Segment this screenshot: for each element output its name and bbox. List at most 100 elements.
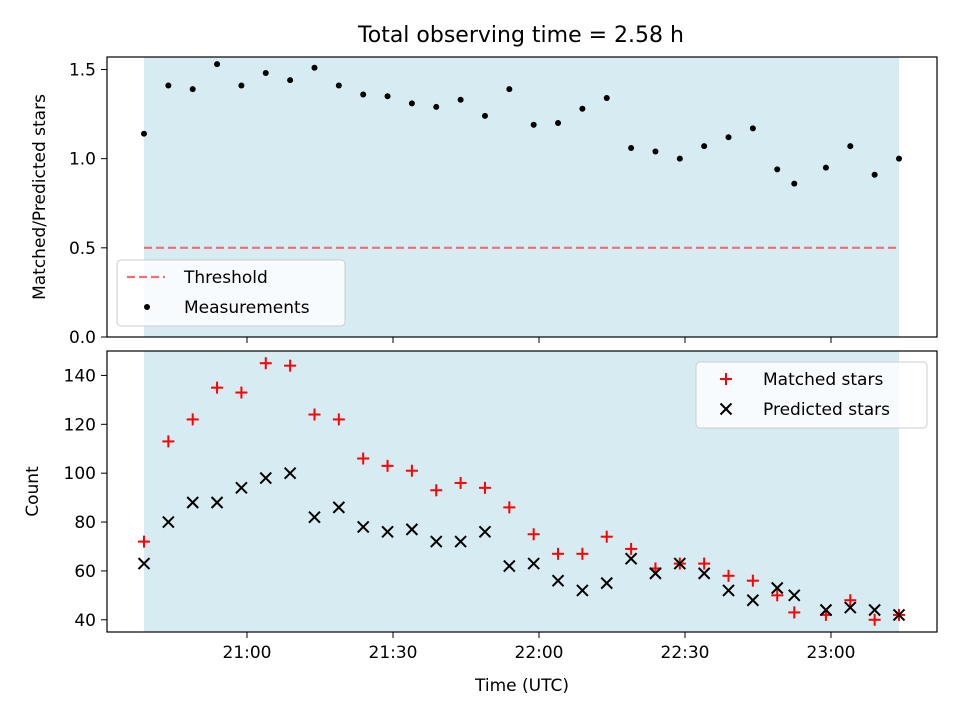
matched-point (138, 535, 150, 548)
matched-point (186, 413, 199, 426)
measurement-point (791, 180, 798, 187)
predicted-point (356, 520, 370, 534)
matched-point (868, 613, 881, 626)
measurement-point (457, 96, 464, 103)
predicted-point (332, 501, 346, 514)
y-axis-label: Matched/Predicted stars (30, 94, 50, 300)
y-tick-label: 120 (64, 415, 96, 435)
matched-point (788, 606, 801, 619)
measurement-point (238, 82, 245, 89)
measurement-point (360, 91, 367, 98)
predicted-point (673, 557, 687, 570)
measurement-point (433, 103, 440, 110)
predicted-point (162, 515, 175, 529)
matched-point (381, 459, 394, 472)
axes-frame (106, 56, 938, 338)
x-tick-label: 21:30 (369, 643, 418, 663)
ratio-panel: 0.0 0.5 1.0 1.5 Matched/Predicted stars Thres… (30, 56, 938, 348)
measurement-point (579, 105, 586, 112)
measurement-point (481, 112, 488, 119)
predicted-point (527, 557, 540, 570)
legend-label: Measurements (184, 298, 310, 318)
measurement-point (725, 134, 732, 141)
matched-point (722, 569, 735, 582)
matched-point (844, 594, 857, 607)
y-tick-label: 100 (64, 464, 96, 484)
matched-point (211, 381, 224, 394)
legend: Threshold Measurements (116, 259, 346, 327)
predicted-point (235, 481, 248, 495)
matched-point (698, 557, 711, 570)
y-tick-label: 0.5 (69, 239, 96, 259)
x-tick-label: 22:00 (515, 643, 564, 663)
x-tick-label: 21:00 (223, 643, 272, 663)
y-tick-label: 1.0 (69, 150, 96, 170)
predicted-point (210, 496, 224, 509)
predicted-point (576, 584, 589, 597)
measurement-point (847, 143, 854, 150)
measurement-point (311, 64, 318, 71)
series-predicted-stars (137, 466, 906, 622)
measurement-point (287, 77, 294, 84)
axes-frame (106, 350, 938, 633)
legend-box (695, 361, 928, 429)
matched-point (357, 452, 370, 465)
measurement-point (408, 100, 415, 107)
predicted-point (137, 557, 151, 570)
matched-point (454, 476, 467, 489)
measurement-point (896, 155, 902, 162)
matched-point (259, 357, 272, 370)
measurement-point (652, 148, 659, 155)
matched-point (162, 435, 175, 448)
matched-point (576, 547, 589, 560)
measurement-point (871, 171, 878, 178)
measurement-point (749, 125, 756, 132)
measurement-point (555, 119, 562, 126)
measurement-point (603, 95, 610, 102)
predicted-point (308, 510, 321, 524)
predicted-point (788, 589, 801, 602)
measurement-point (774, 166, 781, 173)
measurement-point (214, 61, 221, 68)
predicted-point (600, 576, 613, 590)
predicted-point (746, 594, 760, 607)
matched-point (746, 574, 759, 587)
predicted-point (503, 559, 516, 573)
predicted-point (186, 496, 199, 509)
matched-point (235, 386, 248, 399)
y-tick-label: 40 (74, 611, 96, 631)
matched-point (478, 481, 491, 494)
measurement-point (676, 155, 683, 162)
predicted-point (892, 608, 906, 622)
y-tick-label: 140 (64, 366, 96, 386)
measurement-point (530, 121, 537, 128)
predicted-point (697, 567, 711, 580)
measurement-point (822, 164, 829, 171)
y-tick-label: 0.0 (69, 328, 96, 348)
matched-point (332, 413, 345, 426)
measurement-point (384, 93, 391, 100)
legend-label: Threshold (183, 268, 268, 288)
x-tick-label: 23:00 (807, 643, 856, 663)
predicted-point (624, 552, 638, 565)
predicted-point (844, 601, 857, 614)
matched-point (284, 359, 297, 372)
matched-point (771, 589, 784, 602)
y-axis-label: Count (23, 466, 43, 517)
predicted-point (722, 584, 735, 597)
x-tick-label: 22:30 (661, 643, 710, 663)
figure-title: Total observing time = 2.58 h (357, 23, 684, 48)
x-axis-label: Time (UTC) (474, 676, 569, 696)
predicted-point (381, 525, 394, 539)
predicted-point (454, 535, 467, 548)
predicted-point (649, 567, 662, 580)
measurement-point (628, 144, 635, 151)
predicted-point (819, 603, 833, 617)
legend-box (116, 259, 346, 327)
matched-point (503, 501, 516, 514)
measurement-point (141, 130, 147, 137)
matched-point (600, 530, 613, 543)
measurement-point (262, 70, 269, 77)
predicted-point (771, 581, 784, 595)
